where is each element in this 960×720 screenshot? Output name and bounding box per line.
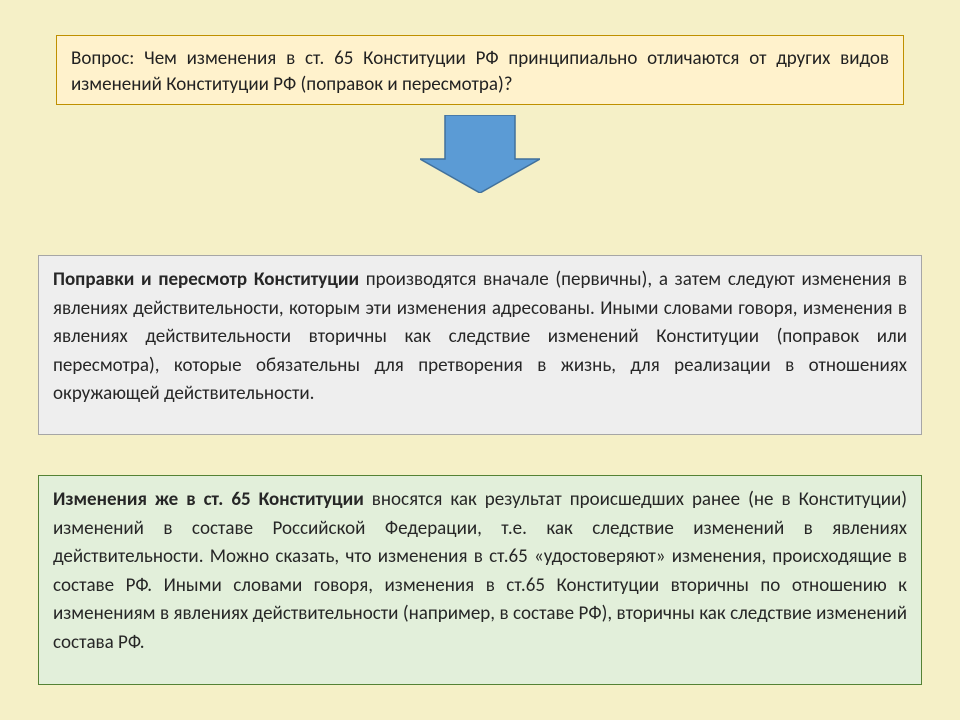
question-text: Вопрос: Чем изменения в ст. 65 Конституц… (71, 47, 889, 96)
bold-prefix: Поправки и пересмотр Конституции (53, 268, 359, 291)
box-amendments: Поправки и пересмотр Конституции произво… (38, 255, 922, 435)
arrow-down-icon (320, 115, 640, 215)
box-article65: Изменения же в ст. 65 Конституции вносят… (38, 475, 922, 685)
bold-prefix: Изменения же в ст. 65 Конституции (53, 488, 364, 511)
question-box: Вопрос: Чем изменения в ст. 65 Конституц… (56, 35, 904, 105)
arrow-svg (420, 115, 540, 193)
box-b-text: Изменения же в ст. 65 Конституции вносят… (53, 488, 907, 654)
box-a-text: Поправки и пересмотр Конституции произво… (53, 268, 907, 405)
